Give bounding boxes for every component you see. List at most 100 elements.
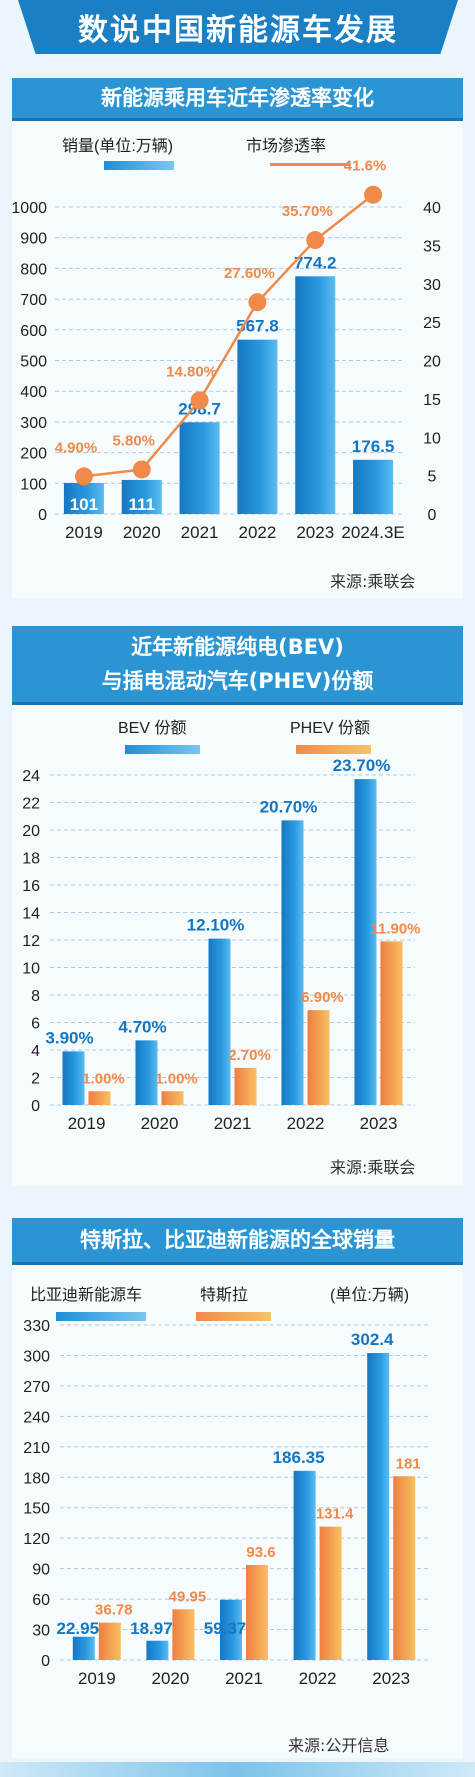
phev-value-label: 1.00% — [82, 1070, 125, 1087]
bar-byd — [146, 1640, 169, 1660]
bar-byd — [367, 1353, 390, 1660]
ytick-label: 14 — [22, 906, 40, 923]
bar-bev — [208, 938, 231, 1105]
legend-tesla-swatch — [196, 1312, 271, 1321]
bar-tesla — [246, 1564, 268, 1660]
ytick-right-label: 15 — [423, 392, 441, 409]
ytick-right-label: 20 — [423, 354, 441, 371]
penetration-label: 27.60% — [224, 265, 275, 282]
ytick-label: 270 — [23, 1379, 50, 1396]
ytick-right-label: 0 — [428, 507, 437, 524]
tesla-value-label: 36.78 — [95, 1602, 133, 1619]
phev-value-label: 11.90% — [370, 920, 420, 937]
xtick-label: 2023 — [372, 1669, 410, 1688]
bar-bev — [135, 1040, 158, 1105]
legend-phev-swatch — [296, 745, 371, 754]
bar-byd — [293, 1470, 316, 1660]
legend-bev-swatch — [125, 745, 200, 754]
ytick-label: 10 — [22, 961, 40, 978]
xtick-label: 2020 — [141, 1114, 179, 1133]
main-title: 数说中国新能源车发展 — [18, 0, 458, 54]
point-penetration — [132, 460, 151, 479]
xtick-label: 2024.3E — [341, 523, 404, 542]
section1-title: 新能源乘用车近年渗透率变化 — [12, 78, 463, 118]
penetration-label: 41.6% — [344, 158, 387, 175]
tesla-value-label: 181 — [396, 1455, 421, 1472]
phev-value-label: 1.00% — [155, 1070, 198, 1087]
ytick-label: 30 — [32, 1623, 50, 1640]
phev-value-label: 2.70% — [228, 1047, 271, 1064]
ytick-label: 150 — [23, 1501, 50, 1518]
bev-value-label: 4.70% — [118, 1017, 166, 1036]
xtick-label: 2023 — [296, 523, 334, 542]
legend-byd-swatch — [56, 1312, 146, 1321]
ytick-right-label: 5 — [428, 469, 437, 486]
bar-byd — [220, 1599, 242, 1660]
ytick-left-label: 500 — [20, 354, 47, 371]
bar-sales — [353, 459, 394, 514]
ytick-label: 12 — [22, 933, 40, 950]
bar-bev — [62, 1051, 85, 1105]
section3-unit: (单位:万辆) — [330, 1287, 410, 1304]
ytick-right-label: 40 — [423, 200, 441, 217]
bev-value-label: 23.70% — [333, 756, 391, 775]
ytick-label: 60 — [32, 1592, 50, 1609]
legend-byd-label: 比亚迪新能源车 — [30, 1287, 143, 1304]
ytick-label: 330 — [23, 1318, 50, 1335]
ytick-left-label: 100 — [20, 476, 47, 493]
bev-value-label: 3.90% — [45, 1028, 93, 1047]
xtick-label: 2020 — [123, 523, 161, 542]
xtick-label: 2019 — [65, 523, 103, 542]
penetration-label: 5.80% — [112, 432, 155, 449]
bar-sales — [295, 276, 336, 514]
bar-sales — [179, 422, 220, 514]
point-penetration — [74, 467, 93, 486]
bar-byd — [72, 1636, 95, 1660]
ytick-label: 210 — [23, 1440, 50, 1457]
bar-phev — [380, 941, 403, 1105]
bottom-decoration — [0, 1762, 475, 1777]
bev-value-label: 12.10% — [187, 916, 245, 935]
legend-sales-swatch — [104, 161, 174, 170]
ytick-label: 6 — [31, 1016, 40, 1033]
point-penetration — [190, 391, 209, 410]
section2-title: 近年新能源纯电(BEV) 与插电混动汽车(PHEV)份额 — [12, 626, 463, 702]
bar-tesla — [98, 1622, 121, 1660]
phev-value-label: 6.90% — [301, 989, 344, 1006]
penetration-label: 4.90% — [55, 439, 98, 456]
xtick-label: 2019 — [78, 1669, 116, 1688]
xtick-label: 2021 — [214, 1114, 252, 1133]
ytick-left-label: 300 — [20, 415, 47, 432]
ytick-label: 4 — [31, 1043, 40, 1060]
ytick-label: 16 — [22, 878, 40, 895]
bar-phev — [161, 1091, 184, 1105]
bar-value-label: 101 — [70, 495, 98, 514]
section2-title-line2: 与插电混动汽车(PHEV)份额 — [101, 669, 374, 693]
xtick-label: 2021 — [225, 1669, 263, 1688]
ytick-label: 0 — [31, 1098, 40, 1115]
ytick-left-label: 1000 — [11, 200, 47, 217]
ytick-label: 0 — [41, 1653, 50, 1670]
ytick-right-label: 35 — [423, 238, 441, 255]
xtick-label: 2022 — [299, 1669, 337, 1688]
ytick-right-label: 10 — [423, 430, 441, 447]
ytick-left-label: 200 — [20, 446, 47, 463]
ytick-label: 20 — [22, 823, 40, 840]
point-penetration — [364, 185, 383, 204]
legend-penetration-swatch — [270, 163, 350, 166]
ytick-label: 240 — [23, 1409, 50, 1426]
ytick-right-label: 30 — [423, 277, 441, 294]
section2-title-line1: 近年新能源纯电(BEV) — [131, 635, 344, 659]
ytick-left-label: 700 — [20, 292, 47, 309]
ytick-label: 18 — [22, 851, 40, 868]
ytick-label: 8 — [31, 988, 40, 1005]
byd-value-label: 302.4 — [351, 1330, 394, 1349]
ytick-label: 300 — [23, 1348, 50, 1365]
byd-value-label: 186.35 — [273, 1448, 325, 1467]
bar-sales — [121, 479, 162, 514]
ytick-label: 2 — [31, 1071, 40, 1088]
ytick-right-label: 25 — [423, 315, 441, 332]
bar-sales — [237, 339, 278, 514]
byd-value-label: 22.95 — [57, 1619, 100, 1638]
